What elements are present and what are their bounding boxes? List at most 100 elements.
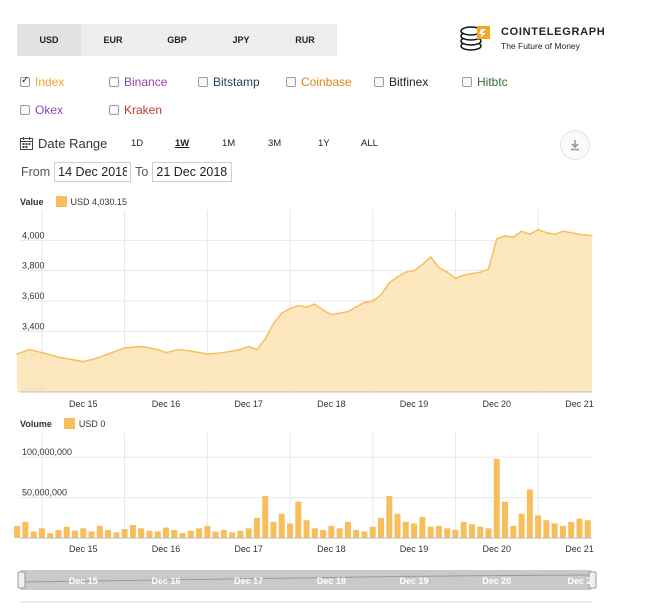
value-point <box>82 360 85 363</box>
volume-bar <box>96 525 103 538</box>
navigator-tick: Dec 2 <box>567 576 591 586</box>
navigator-tick: Dec 20 <box>482 576 511 586</box>
value-y-tick: 3,600 <box>22 291 45 301</box>
exchange-bitfinex[interactable]: Bitfinex <box>374 75 428 89</box>
range-button-1w[interactable]: 1W <box>175 138 190 149</box>
to-label: To <box>135 165 149 179</box>
volume-x-tick: Dec 19 <box>400 544 429 554</box>
range-button-1y[interactable]: 1Y <box>318 138 330 149</box>
volume-x-tick: Dec 15 <box>69 544 98 554</box>
value-point <box>562 230 564 233</box>
currency-tab-usd[interactable]: USD <box>17 24 81 56</box>
volume-bar <box>485 528 492 538</box>
value-legend: Value USD 4,030.15 <box>20 196 127 207</box>
to-date-input[interactable] <box>152 162 233 182</box>
checkbox[interactable] <box>462 77 472 87</box>
currency-tab-rur[interactable]: RUR <box>295 35 315 45</box>
from-date-input[interactable] <box>54 162 132 182</box>
volume-swatch <box>63 418 75 429</box>
currency-tab-eur[interactable]: EUR <box>103 35 123 45</box>
volume-bar <box>535 515 542 538</box>
volume-bar <box>187 530 194 538</box>
value-point <box>156 348 159 351</box>
currency-tab-gbp[interactable]: GBP <box>167 35 187 45</box>
value-point <box>165 351 167 354</box>
exchange-kraken[interactable]: Kraken <box>109 103 162 117</box>
range-button-all[interactable]: ALL <box>361 138 378 149</box>
volume-bar <box>262 496 269 538</box>
value-point <box>314 303 316 305</box>
exchange-index[interactable]: Index <box>20 75 64 89</box>
checkbox[interactable] <box>109 105 119 115</box>
volume-y-tick: 0 <box>22 528 27 538</box>
navigator-scrollbar[interactable]: Dec 15 Dec 16 Dec 17 Dec 18 Dec 19 Dec 20 Dec … <box>17 570 597 590</box>
navigator-left-handle[interactable] <box>17 571 26 589</box>
exchange-hitbtc[interactable]: Hitbtc <box>462 75 508 89</box>
value-point <box>388 282 391 284</box>
volume-bar <box>204 525 211 538</box>
exchange-bitstamp[interactable]: Bitstamp <box>198 75 260 89</box>
value-point <box>363 301 366 304</box>
value-y-tick: 3,000 <box>22 382 45 392</box>
value-y-tick: 3,800 <box>22 261 45 271</box>
volume-bar <box>212 531 219 538</box>
volume-bar <box>369 526 376 538</box>
range-button-3m[interactable]: 3M <box>268 138 282 149</box>
volume-bar <box>47 533 54 538</box>
navigator-tick: Dec 15 <box>69 576 98 586</box>
volume-bar <box>419 517 426 538</box>
volume-bar <box>427 526 434 538</box>
volume-bar <box>196 528 203 538</box>
checkbox[interactable] <box>109 77 119 87</box>
volume-bar <box>220 529 227 538</box>
volume-bar <box>518 513 525 538</box>
exchange-label: Bitfinex <box>389 75 429 89</box>
volume-bar <box>460 521 467 538</box>
value-point <box>454 277 457 280</box>
volume-bar <box>14 525 21 538</box>
exchange-okex[interactable]: Okex <box>20 103 63 117</box>
value-point <box>529 233 531 236</box>
value-x-tick: Dec 21 <box>565 399 594 409</box>
navigator-line <box>19 574 593 583</box>
value-point <box>16 353 18 355</box>
range-button-1m[interactable]: 1M <box>222 138 236 149</box>
navigator-right-handle[interactable] <box>588 571 597 589</box>
volume-bar <box>394 513 401 538</box>
range-button-1d[interactable]: 1D <box>131 138 144 149</box>
value-point <box>256 348 258 351</box>
navigator-tick: Dec 19 <box>400 576 429 586</box>
date-inputs: From To <box>21 162 233 182</box>
value-point <box>189 350 192 352</box>
value-point <box>123 347 126 349</box>
checkbox[interactable] <box>374 77 384 87</box>
volume-bar <box>411 523 418 538</box>
value-point <box>107 353 109 355</box>
volume-bar <box>386 496 393 538</box>
volume-bar <box>344 521 351 538</box>
volume-bar <box>146 530 153 538</box>
volume-x-tick: Dec 18 <box>317 544 346 554</box>
date-range-text: Date Range <box>38 136 108 151</box>
checkbox[interactable] <box>20 75 30 87</box>
value-point <box>223 351 225 354</box>
value-point <box>264 338 267 340</box>
exchange-binance[interactable]: Binance <box>109 75 167 89</box>
volume-bar <box>162 527 169 538</box>
download-button[interactable] <box>560 130 590 160</box>
volume-bar <box>72 530 78 538</box>
checkbox[interactable] <box>286 77 296 87</box>
volume-bar <box>559 525 566 538</box>
value-point <box>553 233 556 236</box>
checkbox[interactable] <box>20 105 30 115</box>
value-x-tick: Dec 19 <box>400 399 429 409</box>
volume-bar <box>303 520 310 538</box>
value-point <box>380 294 382 296</box>
exchange-coinbase[interactable]: Coinbase <box>286 75 352 89</box>
value-line <box>16 228 592 363</box>
value-y-tick: 3,400 <box>22 321 45 331</box>
volume-legend-text: USD 0 <box>78 418 106 429</box>
checkbox[interactable] <box>198 77 208 87</box>
currency-tab-jpy[interactable]: JPY <box>232 35 250 45</box>
